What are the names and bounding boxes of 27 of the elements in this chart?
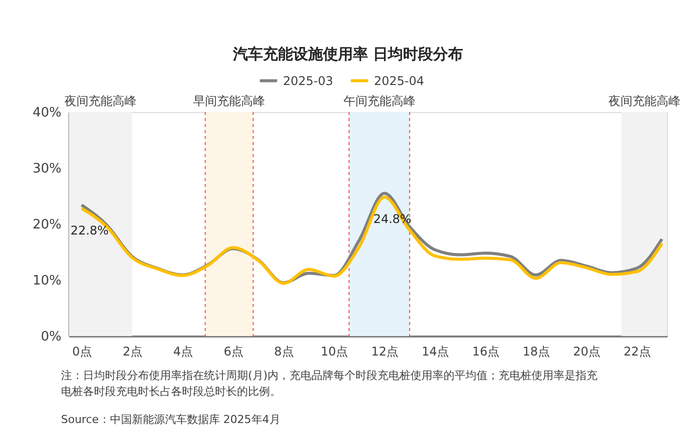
data-label: 22.8%	[70, 223, 109, 238]
band-label: 早间充能高峰	[193, 94, 266, 108]
x-tick-label: 2点	[122, 344, 142, 358]
text: 注：日均时段分布使用率指在统计周期(月)内，充电品牌每个时段充电桩使用率的平均值；充电桩使用率是指充电桩各时段充电时长占各时段总时长的比例。	[61, 369, 598, 398]
y-tick-label: 20%	[32, 218, 62, 232]
x-tick-label: 18点	[522, 344, 550, 358]
legend-label: 2025-04	[374, 74, 424, 88]
y-tick-label: 0%	[40, 330, 62, 344]
band-label: 夜间充能高峰	[608, 94, 680, 108]
x-tick-label: 8点	[274, 344, 294, 358]
x-tick-label: 0点	[72, 344, 92, 358]
x-tick-label: 16点	[472, 344, 500, 358]
x-tick-label: 14点	[422, 344, 450, 358]
x-tick-label: 4点	[173, 344, 193, 358]
y-tick-label: 10%	[32, 274, 62, 288]
x-tick-label: 22点	[624, 344, 651, 358]
chart-title: 汽车充能设施使用率 日均时段分布	[232, 45, 464, 63]
x-tick-label: 20点	[573, 344, 600, 358]
band-label: 夜间充能高峰	[64, 94, 137, 108]
legend-label: 2025-03	[283, 74, 334, 88]
x-tick-label: 12点	[371, 344, 399, 358]
band-label: 午间充能高峰	[343, 94, 416, 108]
x-tick-label: 6点	[224, 344, 244, 358]
y-tick-label: 30%	[32, 162, 62, 176]
y-tick-label: 40%	[32, 106, 62, 120]
source-note: Source：中国新能源汽车数据库 2025年4月	[61, 413, 280, 426]
x-tick-label: 10点	[320, 344, 348, 358]
